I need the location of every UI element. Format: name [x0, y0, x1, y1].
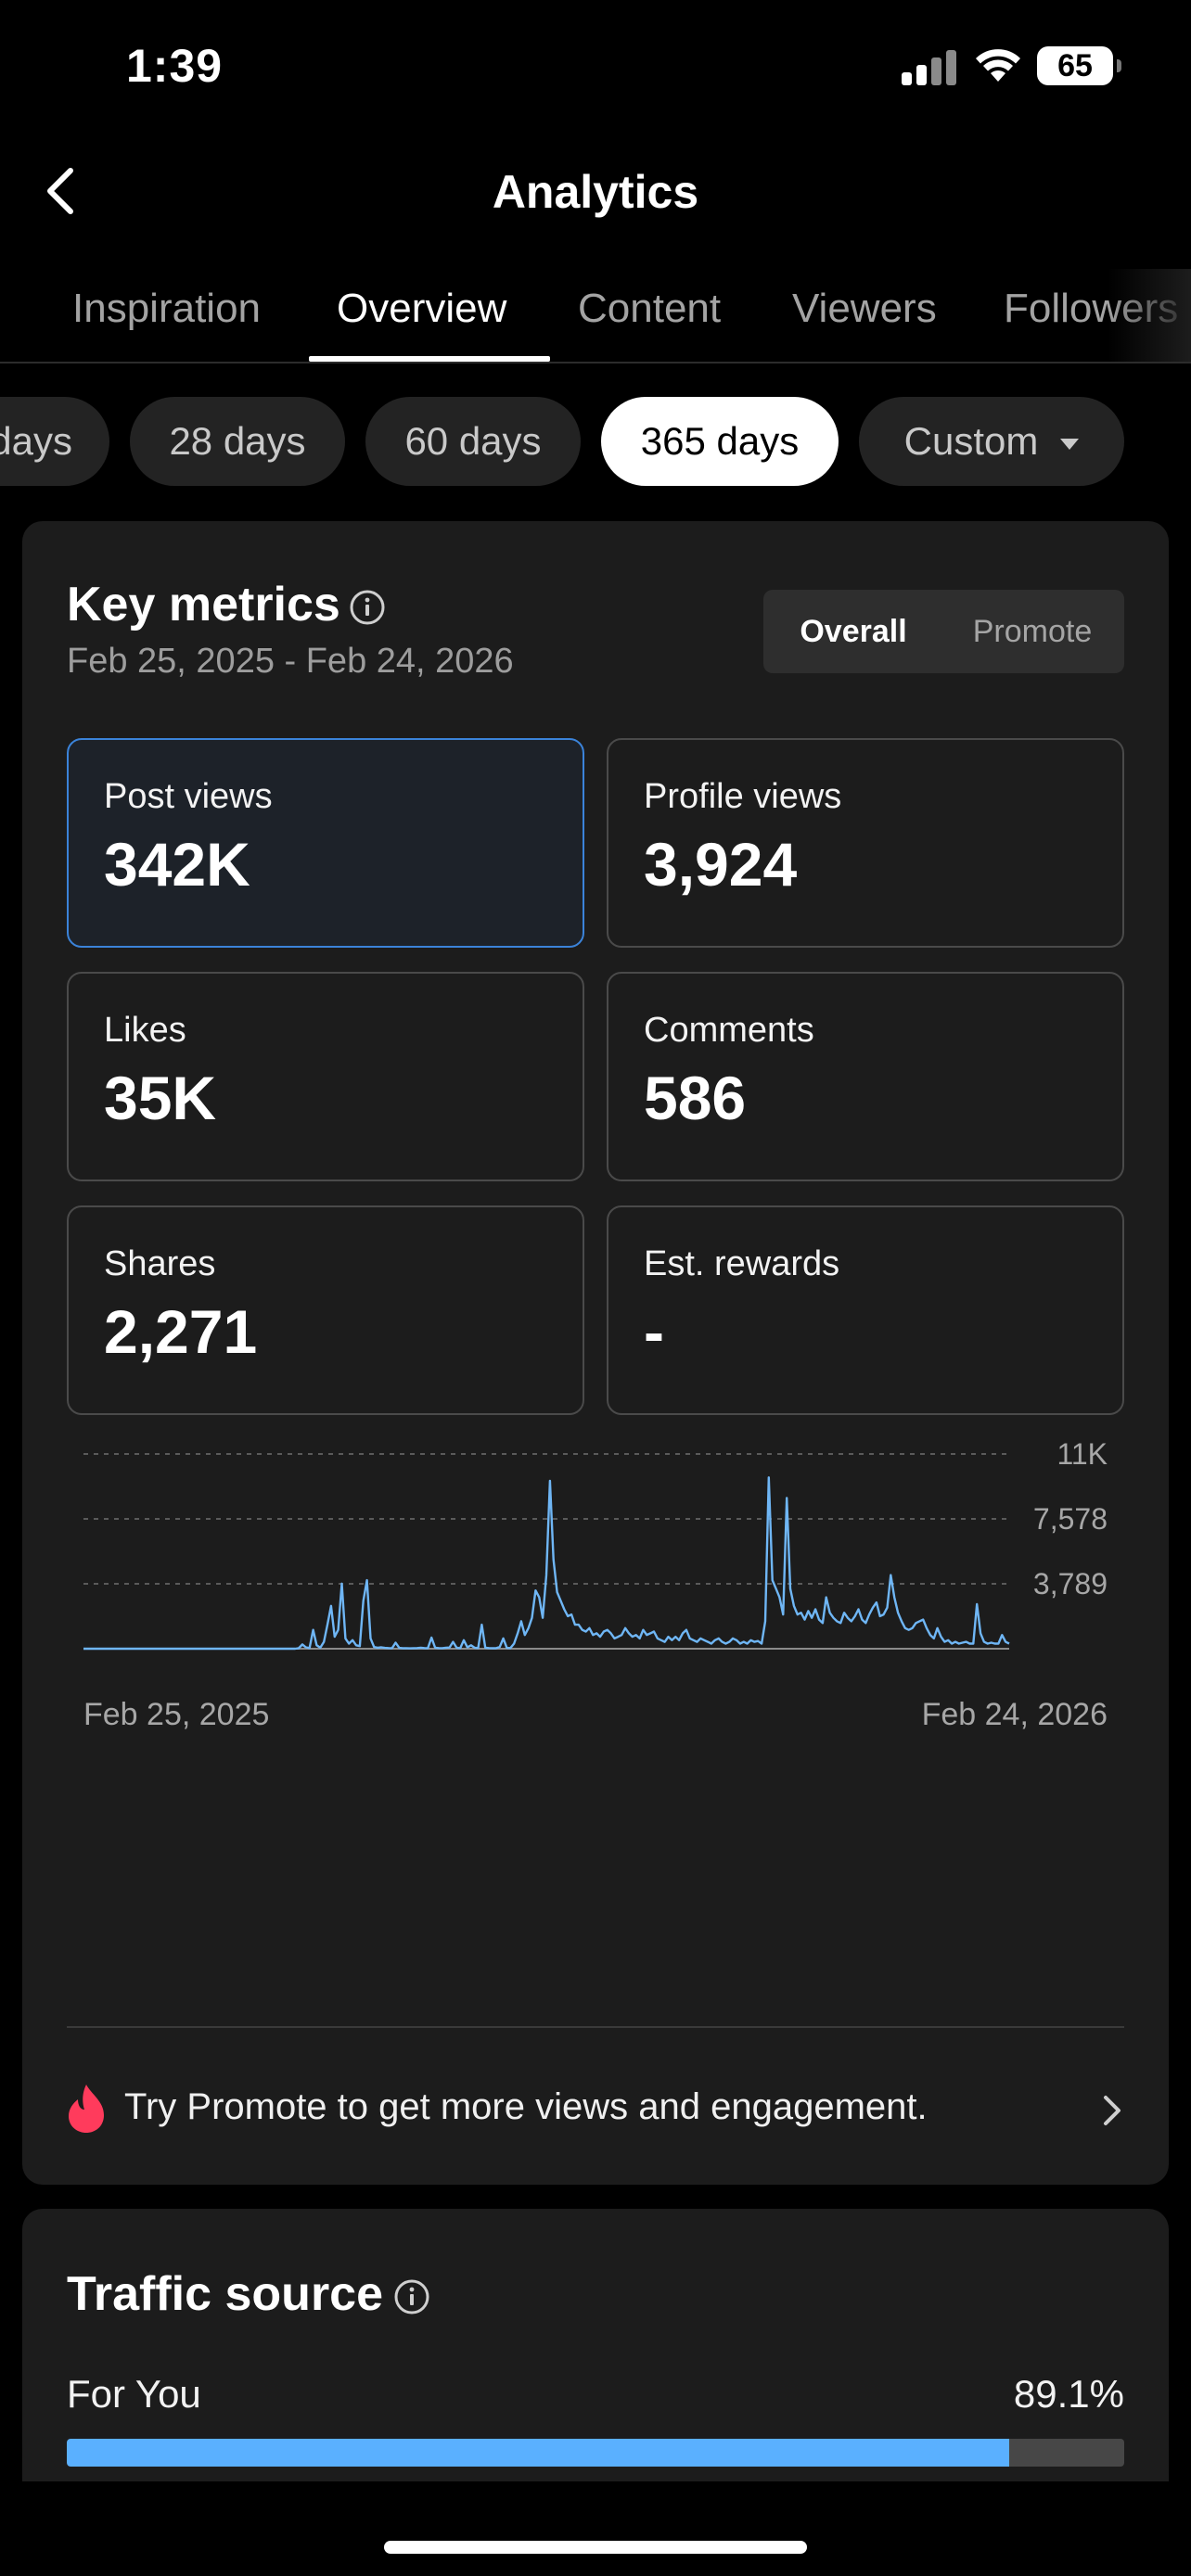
tabs-scroll-fade — [1108, 269, 1191, 362]
metric-value: - — [644, 1297, 664, 1366]
metric-likes[interactable]: Likes 35K — [67, 972, 584, 1181]
chart-plot: 3,789 7,578 11K — [83, 1437, 1108, 1651]
y-tick-label: 7,578 — [1033, 1502, 1108, 1536]
chevron-right-icon[interactable] — [1098, 2090, 1126, 2131]
back-arrow-icon[interactable] — [37, 163, 89, 219]
range-chip-7-days[interactable]: 7 days — [0, 397, 109, 486]
tab-overview[interactable]: Overview — [337, 286, 507, 331]
post-views-chart[interactable]: 3,789 7,578 11K Feb 25, 2025 Feb 24, 2026 — [22, 1437, 1169, 2014]
status-time: 1:39 — [126, 40, 224, 92]
wifi-icon — [976, 49, 1020, 82]
metric-value: 2,271 — [104, 1297, 258, 1366]
dropdown-caret-icon — [1060, 438, 1080, 450]
x-axis-end-label: Feb 24, 2026 — [921, 1697, 1108, 1732]
x-axis-start-label: Feb 25, 2025 — [83, 1697, 270, 1732]
bottom-safe-area — [0, 2481, 1191, 2576]
y-tick-label: 11K — [1057, 1439, 1108, 1471]
metric-comments[interactable]: Comments 586 — [607, 972, 1124, 1181]
post-views-series-line — [83, 1476, 1010, 1651]
battery-icon: 65 — [1037, 46, 1121, 85]
metric-value: 342K — [104, 830, 250, 899]
info-icon[interactable] — [349, 589, 386, 626]
promote-cta-text[interactable]: Try Promote to get more views and engage… — [124, 2086, 928, 2127]
divider — [67, 2026, 1124, 2028]
overall-promote-toggle: Overall Promote — [763, 590, 1124, 673]
metric-profile-views[interactable]: Profile views 3,924 — [607, 738, 1124, 948]
tab-viewers[interactable]: Viewers — [792, 286, 937, 331]
tab-bar: Inspiration Overview Content Viewers Fol… — [0, 269, 1191, 363]
key-metrics-title: Key metrics — [67, 578, 340, 631]
page-title: Analytics — [492, 166, 699, 218]
metric-label: Shares — [104, 1244, 216, 1283]
key-metrics-card: Key metrics Feb 25, 2025 - Feb 24, 2026 … — [22, 521, 1169, 2185]
range-chip-28-days[interactable]: 28 days — [130, 397, 345, 486]
traffic-source-bar-fill — [67, 2439, 1009, 2467]
metric-label: Comments — [644, 1011, 814, 1050]
metric-shares[interactable]: Shares 2,271 — [67, 1205, 584, 1415]
metric-label: Est. rewards — [644, 1244, 840, 1283]
date-range-selector: 7 days 28 days 60 days 365 days Custom — [0, 397, 1191, 490]
home-indicator[interactable] — [384, 2541, 807, 2554]
range-chip-custom-label: Custom — [903, 419, 1039, 463]
cellular-signal-icon — [902, 48, 957, 85]
traffic-source-label: For You — [67, 2372, 201, 2416]
range-chip-365-days[interactable]: 365 days — [601, 397, 839, 486]
toggle-overall[interactable]: Overall — [800, 614, 907, 649]
y-tick-label: 3,789 — [1033, 1567, 1108, 1600]
traffic-source-bar — [67, 2439, 1124, 2467]
traffic-source-percent: 89.1% — [1013, 2372, 1124, 2416]
metric-value: 3,924 — [644, 830, 798, 899]
info-icon[interactable] — [393, 2278, 430, 2315]
tab-inspiration[interactable]: Inspiration — [72, 286, 262, 331]
metric-label: Likes — [104, 1011, 186, 1050]
metric-value: 35K — [104, 1064, 217, 1132]
flame-icon — [69, 2085, 104, 2133]
tab-content[interactable]: Content — [578, 286, 722, 331]
metric-est-rewards[interactable]: Est. rewards - — [607, 1205, 1124, 1415]
metric-value: 586 — [644, 1064, 747, 1132]
toggle-promote[interactable]: Promote — [972, 614, 1093, 649]
range-chip-60-days[interactable]: 60 days — [365, 397, 581, 486]
traffic-source-title: Traffic source — [67, 2267, 384, 2321]
active-tab-indicator — [309, 356, 550, 362]
range-chip-custom[interactable]: Custom — [859, 397, 1124, 486]
status-bar: 1:39 65 — [0, 0, 1191, 139]
date-range-label: Feb 25, 2025 - Feb 24, 2026 — [67, 642, 514, 681]
metric-label: Post views — [104, 777, 273, 816]
metric-label: Profile views — [644, 777, 842, 816]
metric-post-views[interactable]: Post views 342K — [67, 738, 584, 948]
